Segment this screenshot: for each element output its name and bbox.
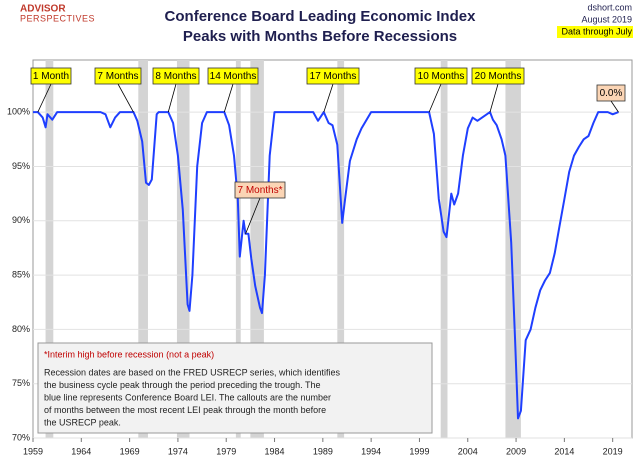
recession-band — [440, 60, 448, 438]
lei-line — [33, 111, 619, 420]
footnote-box — [37, 342, 433, 434]
callout-box — [207, 67, 259, 85]
callout-box — [30, 67, 72, 85]
x-tick-label: 1964 — [71, 446, 91, 456]
recession-band — [337, 60, 345, 438]
callout-pointer — [323, 83, 334, 113]
x-tick-label: 2004 — [458, 446, 478, 456]
x-tick-label: 1979 — [216, 446, 236, 456]
y-tick-label: 95% — [12, 161, 30, 171]
callout-box — [152, 67, 200, 85]
callout-pointer — [428, 83, 442, 113]
callout-pointer — [245, 197, 261, 234]
y-tick-label: 75% — [12, 378, 30, 388]
data-note-bg — [557, 26, 633, 38]
y-tick-label: 70% — [12, 432, 30, 442]
x-tick-label: 1974 — [168, 446, 188, 456]
callout-label: 17 Months — [310, 71, 357, 82]
y-tick-label: 90% — [12, 215, 30, 225]
y-tick-label: 80% — [12, 324, 30, 334]
x-tick-label: 1969 — [120, 446, 140, 456]
footnote-line: of months between the most recent LEI pe… — [44, 405, 326, 415]
callout-label: 10 Months — [418, 71, 465, 82]
callout-box — [94, 67, 142, 85]
x-tick-label: 1984 — [265, 446, 285, 456]
callout-box — [471, 67, 525, 85]
x-tick-label: 1999 — [409, 446, 429, 456]
footnote-line: the business cycle peak through the peri… — [44, 380, 321, 390]
callout-box — [414, 67, 468, 85]
callout-pointer — [610, 100, 619, 113]
callout-label: 14 Months — [210, 71, 257, 82]
x-tick-label: 1959 — [23, 446, 43, 456]
callout-pointer — [223, 83, 234, 113]
source: dshort.com — [587, 2, 632, 12]
x-tick-label: 2009 — [506, 446, 526, 456]
recession-band — [45, 60, 54, 438]
x-tick-label: 1994 — [361, 446, 381, 456]
date: August 2019 — [581, 14, 632, 24]
callout-box — [596, 84, 626, 102]
chart-title: Peaks with Months Before Recessions — [183, 28, 457, 45]
callout-label: 7 Months — [97, 71, 138, 82]
logo: PERSPECTIVES — [20, 13, 95, 23]
x-tick-label: 1989 — [313, 446, 333, 456]
data-note: Data through July — [561, 26, 632, 36]
chart-title: Conference Board Leading Economic Index — [165, 8, 477, 25]
footnote-line: Recession dates are based on the FRED US… — [44, 367, 340, 377]
y-tick-label: 100% — [7, 107, 30, 117]
callout-pointer — [489, 83, 499, 113]
callout-label: 1 Month — [33, 71, 69, 82]
footnote-line: blue line represents Conference Board LE… — [44, 392, 331, 402]
callout-label: 8 Months — [155, 71, 196, 82]
x-tick-label: 2014 — [554, 446, 574, 456]
callout-box — [306, 67, 360, 85]
recession-band — [138, 60, 148, 438]
callout-pointer — [117, 83, 134, 113]
recession-band — [235, 60, 241, 438]
x-tick-label: 2019 — [603, 446, 623, 456]
callout-label: 0.0% — [600, 88, 623, 99]
recession-band — [505, 60, 521, 438]
footnote-highlight: *Interim high before recession (not a pe… — [44, 349, 214, 359]
callout-pointer — [167, 83, 177, 113]
callout-label: 7 Months* — [237, 185, 282, 196]
logo: ADVISOR — [20, 4, 66, 15]
callout-label: 20 Months — [475, 71, 522, 82]
callout-pointer — [37, 83, 52, 113]
footnote-line: the USRECP peak. — [44, 417, 121, 427]
callout-box — [234, 181, 286, 199]
y-tick-label: 85% — [12, 269, 30, 279]
